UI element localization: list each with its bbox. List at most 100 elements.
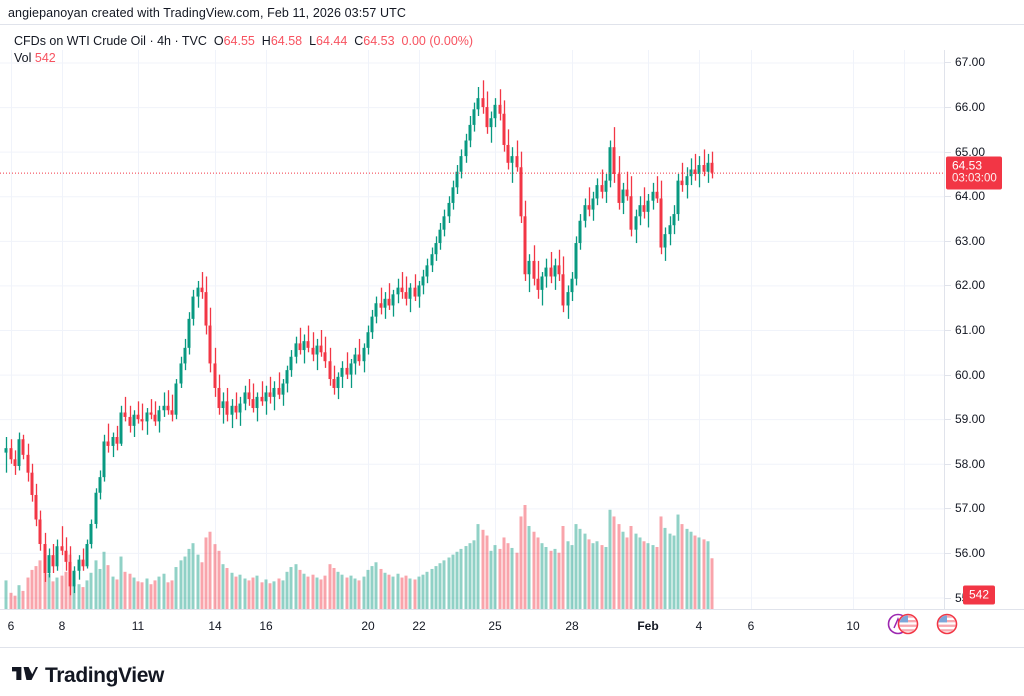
- volume-bar: [578, 528, 582, 610]
- candle-body: [438, 229, 442, 244]
- volume-bar: [311, 574, 315, 610]
- volume-bar: [55, 577, 59, 610]
- candle-body: [200, 287, 204, 293]
- candle-body: [51, 555, 55, 567]
- legend-high-value: 64.58: [270, 34, 303, 48]
- price-axis-tick: 56.00: [955, 545, 986, 560]
- us-flag-icon[interactable]: [897, 613, 919, 635]
- volume-bar: [383, 572, 387, 610]
- candle-body: [328, 361, 332, 380]
- price-axis[interactable]: 67.00 66.00 65.00 64.00 63.00 62.00 61.00 60.00…: [944, 50, 1024, 610]
- candle: [340, 361, 344, 388]
- candle: [26, 443, 30, 482]
- volume-bar: [132, 577, 136, 610]
- volume-bar: [379, 568, 383, 610]
- candle-body: [255, 396, 259, 409]
- volume-bar: [493, 545, 497, 610]
- candle-body: [89, 523, 93, 545]
- volume-bar: [340, 574, 344, 610]
- candle: [442, 209, 446, 237]
- candle-body: [272, 387, 276, 397]
- candle-body: [119, 412, 123, 444]
- legend-symbol[interactable]: CFDs on WTI Crude Oil: [14, 34, 146, 48]
- candle: [532, 245, 536, 286]
- volume-bar: [400, 577, 404, 610]
- time-axis-tick: 22: [412, 619, 426, 633]
- candle-body: [608, 147, 612, 181]
- candle-body: [157, 410, 161, 422]
- candle-body: [557, 265, 561, 275]
- volume-bar: [140, 582, 144, 610]
- candle: [502, 100, 506, 152]
- legend-close-value: 64.53: [363, 34, 395, 48]
- candle-body: [396, 287, 400, 295]
- candle: [591, 191, 595, 221]
- volume-bar: [583, 533, 587, 610]
- volume-bar: [549, 550, 553, 610]
- volume-bar: [600, 545, 604, 610]
- volume-value-badge[interactable]: 542: [963, 585, 996, 605]
- volume-bar: [234, 576, 238, 610]
- volume-bar: [264, 579, 268, 610]
- candle-body: [646, 200, 650, 212]
- legend-ohlc-row[interactable]: CFDs on WTI Crude Oil · 4h · TVC O64.55 …: [14, 33, 473, 50]
- candle-body: [680, 180, 684, 186]
- candle: [260, 381, 264, 406]
- legend-interval[interactable]: 4h: [157, 34, 171, 48]
- candle-body: [191, 296, 195, 319]
- candle: [489, 111, 493, 143]
- candle-body: [447, 202, 451, 217]
- volume-bar: [523, 505, 527, 610]
- volume-bar: [115, 579, 119, 610]
- candle: [319, 330, 323, 357]
- candle: [102, 434, 106, 482]
- current-price-value: 64.53: [952, 158, 983, 173]
- candle: [315, 338, 319, 371]
- candle-body: [277, 387, 281, 395]
- time-axis[interactable]: 6811141620222528Feb461012: [0, 609, 1024, 647]
- candle-body: [336, 376, 340, 388]
- candle-body: [442, 216, 446, 230]
- us-flag-icon[interactable]: [936, 613, 958, 635]
- candle-body: [294, 343, 298, 357]
- candle-body: [374, 303, 378, 317]
- candle-body: [566, 292, 570, 306]
- candle: [510, 147, 514, 183]
- volume-bar: [629, 526, 633, 610]
- volume-bar: [481, 529, 485, 610]
- volume-bar: [191, 543, 195, 610]
- candle-body: [170, 410, 174, 415]
- candle: [323, 336, 327, 368]
- legend-volume-row[interactable]: Vol 542: [14, 50, 473, 67]
- volume-bar: [64, 571, 68, 610]
- time-axis-tick: 6: [747, 619, 755, 633]
- chart-plot-area[interactable]: [0, 50, 944, 610]
- price-axis-tick: 64.00: [955, 189, 986, 204]
- candle-body: [634, 216, 638, 230]
- candle: [179, 356, 183, 388]
- candle: [404, 276, 408, 306]
- candle-body: [85, 544, 89, 567]
- candle-body: [306, 341, 310, 348]
- candle: [553, 258, 557, 290]
- candle-body: [353, 354, 357, 364]
- candle-body: [234, 405, 238, 413]
- current-price-badge[interactable]: 64.53 03:03:00: [946, 156, 1002, 190]
- price-axis-tick-mark: [945, 374, 951, 376]
- candle: [706, 153, 710, 183]
- volume-bar: [689, 531, 693, 610]
- candle: [60, 526, 64, 556]
- candle-body: [506, 144, 510, 163]
- candle-body: [434, 243, 438, 255]
- candle: [540, 272, 544, 306]
- volume-bar: [306, 576, 310, 610]
- candle-body: [47, 555, 51, 573]
- volume-bar: [204, 537, 208, 610]
- candle-body: [472, 109, 476, 125]
- volume-bar: [447, 557, 451, 610]
- candle: [387, 283, 391, 310]
- legend-change: 0.00 (0.00%): [401, 34, 474, 48]
- candle: [106, 423, 110, 453]
- price-axis-tick-mark: [945, 285, 951, 287]
- volume-bar: [370, 566, 374, 610]
